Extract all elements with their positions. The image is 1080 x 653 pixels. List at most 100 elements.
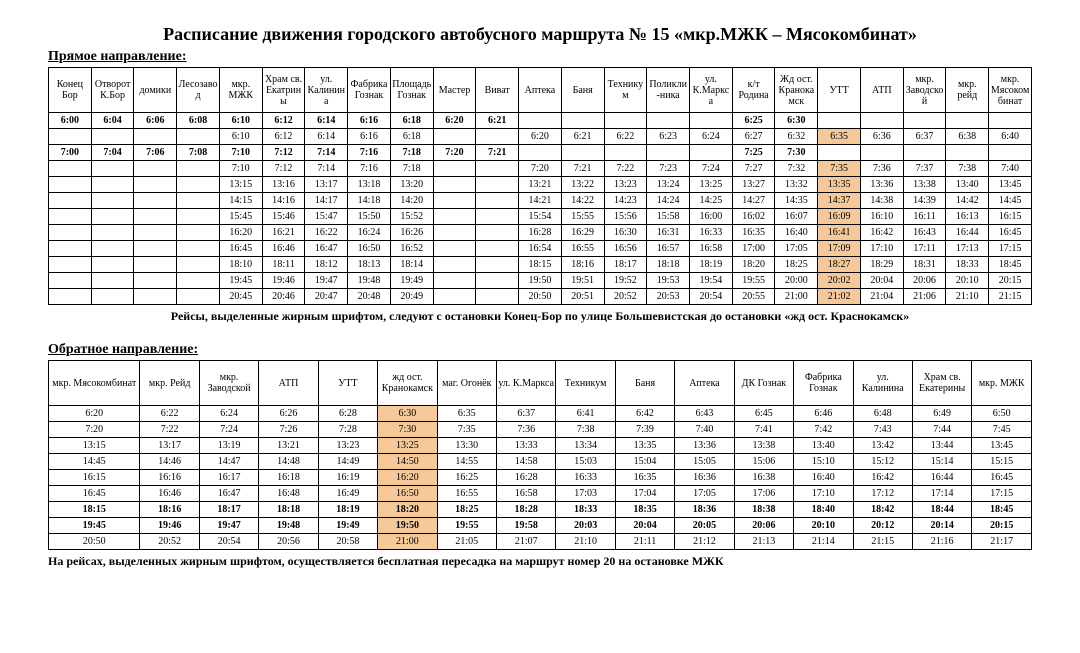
table-cell: 16:48 (259, 486, 318, 502)
table-cell: 20:55 (732, 289, 775, 305)
table-cell (134, 273, 177, 289)
table-cell (433, 129, 476, 145)
table-cell: 20:50 (519, 289, 562, 305)
table-cell: 6:36 (860, 129, 903, 145)
table-cell: 7:24 (199, 422, 258, 438)
table-cell: 20:04 (615, 518, 674, 534)
column-header: Поликли-ника (647, 68, 690, 113)
table-cell: 16:46 (140, 486, 199, 502)
table-cell: 6:12 (262, 129, 305, 145)
column-header: маг. Огонёк (437, 361, 496, 406)
table-cell: 18:17 (604, 257, 647, 273)
table-cell: 15:46 (262, 209, 305, 225)
table-cell: 7:18 (390, 161, 433, 177)
table-cell: 15:04 (615, 454, 674, 470)
table-cell (476, 129, 519, 145)
table-cell: 18:16 (140, 502, 199, 518)
table-row: 14:4514:4614:4714:4814:4914:5014:5514:58… (49, 454, 1032, 470)
table-cell: 18:36 (675, 502, 734, 518)
table-cell: 18:13 (348, 257, 391, 273)
table-cell (177, 161, 220, 177)
table-cell: 6:23 (647, 129, 690, 145)
column-header: домики (134, 68, 177, 113)
table-cell: 14:20 (390, 193, 433, 209)
table-cell: 7:27 (732, 161, 775, 177)
table-cell: 19:47 (199, 518, 258, 534)
column-header: Техникум (556, 361, 615, 406)
table-cell: 18:42 (853, 502, 912, 518)
table-cell: 16:42 (860, 225, 903, 241)
table-cell: 6:22 (604, 129, 647, 145)
table-cell (860, 145, 903, 161)
table-cell: 20:48 (348, 289, 391, 305)
table-cell: 6:06 (134, 113, 177, 129)
table-cell: 15:58 (647, 209, 690, 225)
table-cell: 18:40 (794, 502, 853, 518)
table-row: 16:1516:1616:1716:1816:1916:2016:2516:28… (49, 470, 1032, 486)
table-cell: 6:25 (732, 113, 775, 129)
table-cell: 16:24 (348, 225, 391, 241)
table-cell: 16:26 (390, 225, 433, 241)
table-cell (433, 209, 476, 225)
table-cell: 16:19 (318, 470, 377, 486)
table-cell: 16:09 (818, 209, 861, 225)
table-cell (476, 177, 519, 193)
column-header: Лесозавод (177, 68, 220, 113)
table-cell: 15:10 (794, 454, 853, 470)
table-cell: 7:08 (177, 145, 220, 161)
table-cell: 7:14 (305, 161, 348, 177)
table-cell: 16:10 (860, 209, 903, 225)
table-cell: 20:53 (647, 289, 690, 305)
table-cell: 16:47 (305, 241, 348, 257)
table-cell: 20:06 (734, 518, 793, 534)
table-cell: 20:02 (818, 273, 861, 289)
table-cell (476, 289, 519, 305)
table-cell (433, 177, 476, 193)
table-cell: 16:57 (647, 241, 690, 257)
table-cell (91, 289, 134, 305)
table-cell: 6:20 (49, 406, 140, 422)
table-row: 13:1513:1713:1913:2113:2313:2513:3013:33… (49, 438, 1032, 454)
table-cell: 6:21 (561, 129, 604, 145)
table-cell: 14:49 (318, 454, 377, 470)
table-cell: 6:30 (775, 113, 818, 129)
table-cell: 6:32 (775, 129, 818, 145)
table-cell: 17:05 (775, 241, 818, 257)
table-cell: 15:47 (305, 209, 348, 225)
table-cell: 14:27 (732, 193, 775, 209)
table-cell: 18:12 (305, 257, 348, 273)
table-cell (91, 161, 134, 177)
table-cell: 20:51 (561, 289, 604, 305)
column-header: ул. Калинина (853, 361, 912, 406)
table-cell (177, 273, 220, 289)
table-cell (91, 193, 134, 209)
table-cell: 16:35 (732, 225, 775, 241)
table-cell: 13:24 (647, 177, 690, 193)
table-cell: 7:25 (732, 145, 775, 161)
table-cell: 7:30 (378, 422, 437, 438)
table-cell: 16:22 (305, 225, 348, 241)
column-header: Отворот К.Бор (91, 68, 134, 113)
table-row: 13:1513:1613:1713:1813:2013:2113:2213:23… (49, 177, 1032, 193)
table-cell: 7:06 (134, 145, 177, 161)
table-cell: 20:03 (556, 518, 615, 534)
table-cell: 6:20 (433, 113, 476, 129)
page-title: Расписание движения городского автобусно… (48, 24, 1032, 45)
table-cell: 21:11 (615, 534, 674, 550)
table-cell (561, 145, 604, 161)
table-cell: 7:40 (989, 161, 1032, 177)
table-cell: 7:00 (49, 145, 92, 161)
table-cell (177, 241, 220, 257)
table-cell: 18:14 (390, 257, 433, 273)
table-cell (519, 113, 562, 129)
table-cell: 7:22 (604, 161, 647, 177)
table-cell: 21:05 (437, 534, 496, 550)
table-cell: 14:25 (690, 193, 733, 209)
table-cell: 20:06 (903, 273, 946, 289)
column-header: АТП (259, 361, 318, 406)
table-cell: 6:16 (348, 129, 391, 145)
column-header: УТТ (318, 361, 377, 406)
table-cell: 16:16 (140, 470, 199, 486)
table-cell: 19:54 (690, 273, 733, 289)
table-cell: 6:35 (437, 406, 496, 422)
